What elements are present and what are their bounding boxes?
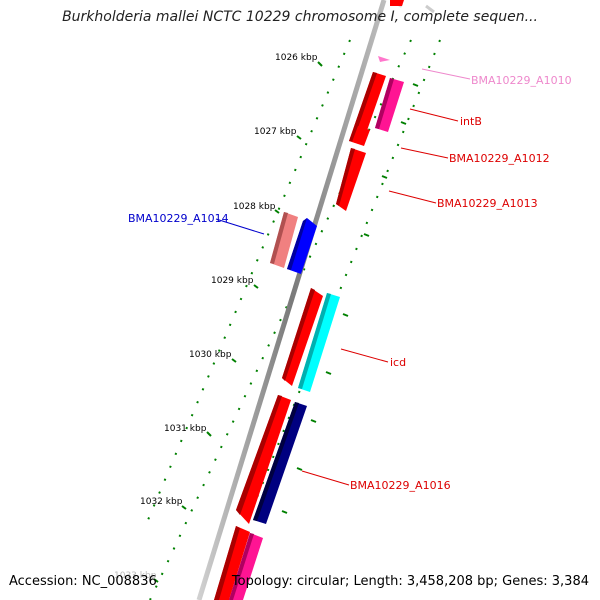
kbp-tick-label: 1033 kbp	[114, 571, 157, 581]
kbp-tick-label: 1031 kbp	[164, 424, 207, 434]
cds-arrow-a1016-red	[236, 395, 291, 524]
kbp-tick-label: 1032 kbp	[140, 497, 183, 507]
cds-arrow-a1012	[375, 78, 404, 132]
cds-arrow-a1012-dark	[375, 78, 394, 129]
genome-backbone	[196, 0, 387, 600]
leader-a1012	[400, 147, 449, 159]
cds-arrow-bottom-red-dark	[214, 526, 240, 600]
leader-a1016	[301, 470, 350, 486]
cds-arrow-a1016-navy-dark	[253, 402, 299, 521]
cds-arrow-a1014-salmon-dark	[270, 212, 288, 264]
leader-a1013	[388, 190, 437, 204]
kbp-tick-label: 1028 kbp	[233, 202, 276, 212]
leader-icd	[340, 348, 389, 363]
cds-features	[214, 0, 404, 600]
cds-arrow-a1014-blue	[287, 218, 317, 274]
gene-label-a1013[interactable]: BMA10229_A1013	[437, 197, 538, 210]
leader-a1014	[215, 218, 265, 235]
cds-arrow-bottom-pink-dark	[229, 533, 254, 600]
gene-label-group: BMA10229_A1010 intB BMA10229_A1012 BMA10…	[128, 74, 572, 492]
kbp-tick-label: 1030 kbp	[189, 350, 232, 360]
kbp-tick-group: 1026 kbp 1027 kbp 1028 kbp 1029 kbp 1030…	[114, 53, 323, 583]
gene-label-a1016[interactable]: BMA10229_A1016	[350, 479, 451, 492]
cds-arrow-icd-cyan-dark	[298, 293, 331, 389]
cds-arrow-a1010-top	[390, 0, 404, 6]
cds-arrow-a1014-salmon	[270, 212, 298, 268]
cds-arrow-intb-dark	[349, 72, 377, 142]
map-title: Burkholderia mallei NCTC 10229 chromosom…	[62, 9, 538, 25]
backbone-top-mark	[425, 4, 435, 14]
label-leaders	[215, 68, 471, 486]
cds-arrow-icd-red	[282, 288, 323, 386]
cds-arrow-a1010	[378, 56, 390, 62]
cds-arrow-a1013-small	[352, 126, 370, 146]
accession-text: Accession: NC_008836	[9, 574, 157, 589]
leader-a1010	[421, 68, 471, 80]
cds-arrow-a1013	[336, 148, 366, 211]
gene-label-icd[interactable]: icd	[390, 356, 406, 369]
gene-label-intb[interactable]: intB	[460, 115, 482, 128]
kbp-tick-label: 1027 kbp	[254, 127, 297, 137]
gene-label-a1010[interactable]: BMA10229_A1010	[471, 74, 572, 87]
gene-label-a1014[interactable]: BMA10229_A1014	[128, 212, 229, 225]
minor-ticks	[281, 83, 419, 514]
kbp-tick-label: 1029 kbp	[211, 276, 254, 286]
genome-summary-text: Topology: circular; Length: 3,458,208 bp…	[231, 574, 589, 589]
outer-track-guide	[247, 39, 441, 521]
cds-arrow-icd-red-dark	[282, 288, 315, 381]
outer-ring-guide	[149, 39, 412, 600]
cds-arrow-a1013-dark	[336, 148, 355, 206]
kbp-tick-label: 1026 kbp	[275, 53, 318, 63]
cds-arrow-a1016-red-dark	[236, 395, 282, 515]
gene-label-a1012[interactable]: BMA10229_A1012	[449, 152, 550, 165]
leader-intb	[409, 108, 459, 122]
cds-arrow-a1014-blue-dark	[287, 218, 307, 270]
